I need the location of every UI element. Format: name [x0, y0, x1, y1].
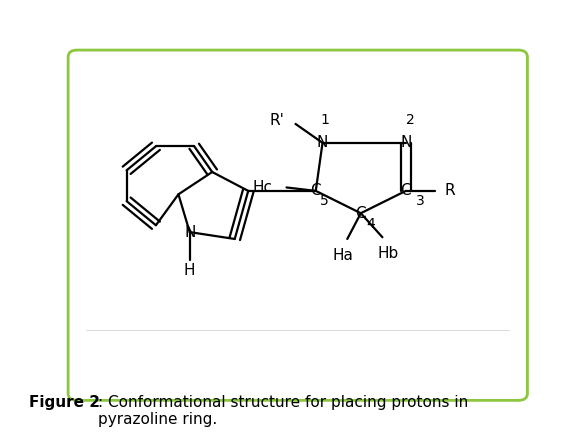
FancyBboxPatch shape	[68, 50, 528, 401]
Text: 4: 4	[366, 217, 375, 231]
Text: : Conformational structure for placing protons in
pyrazoline ring.: : Conformational structure for placing p…	[98, 395, 468, 427]
Text: Hc: Hc	[253, 180, 273, 195]
Text: 2: 2	[406, 113, 415, 128]
Text: C: C	[310, 183, 321, 198]
Text: 5: 5	[320, 194, 329, 208]
Text: 1: 1	[320, 113, 329, 128]
Text: C: C	[400, 183, 411, 198]
Text: C: C	[356, 206, 366, 221]
Text: R: R	[444, 183, 455, 198]
Text: 3: 3	[416, 194, 425, 208]
Text: N: N	[184, 225, 195, 240]
Text: Hb: Hb	[377, 246, 399, 261]
Text: N: N	[317, 135, 328, 150]
Text: R': R'	[270, 113, 284, 128]
Text: Figure 2: Figure 2	[29, 395, 100, 410]
Text: Ha: Ha	[332, 248, 353, 263]
Text: N: N	[400, 135, 411, 150]
Text: H: H	[184, 263, 195, 278]
